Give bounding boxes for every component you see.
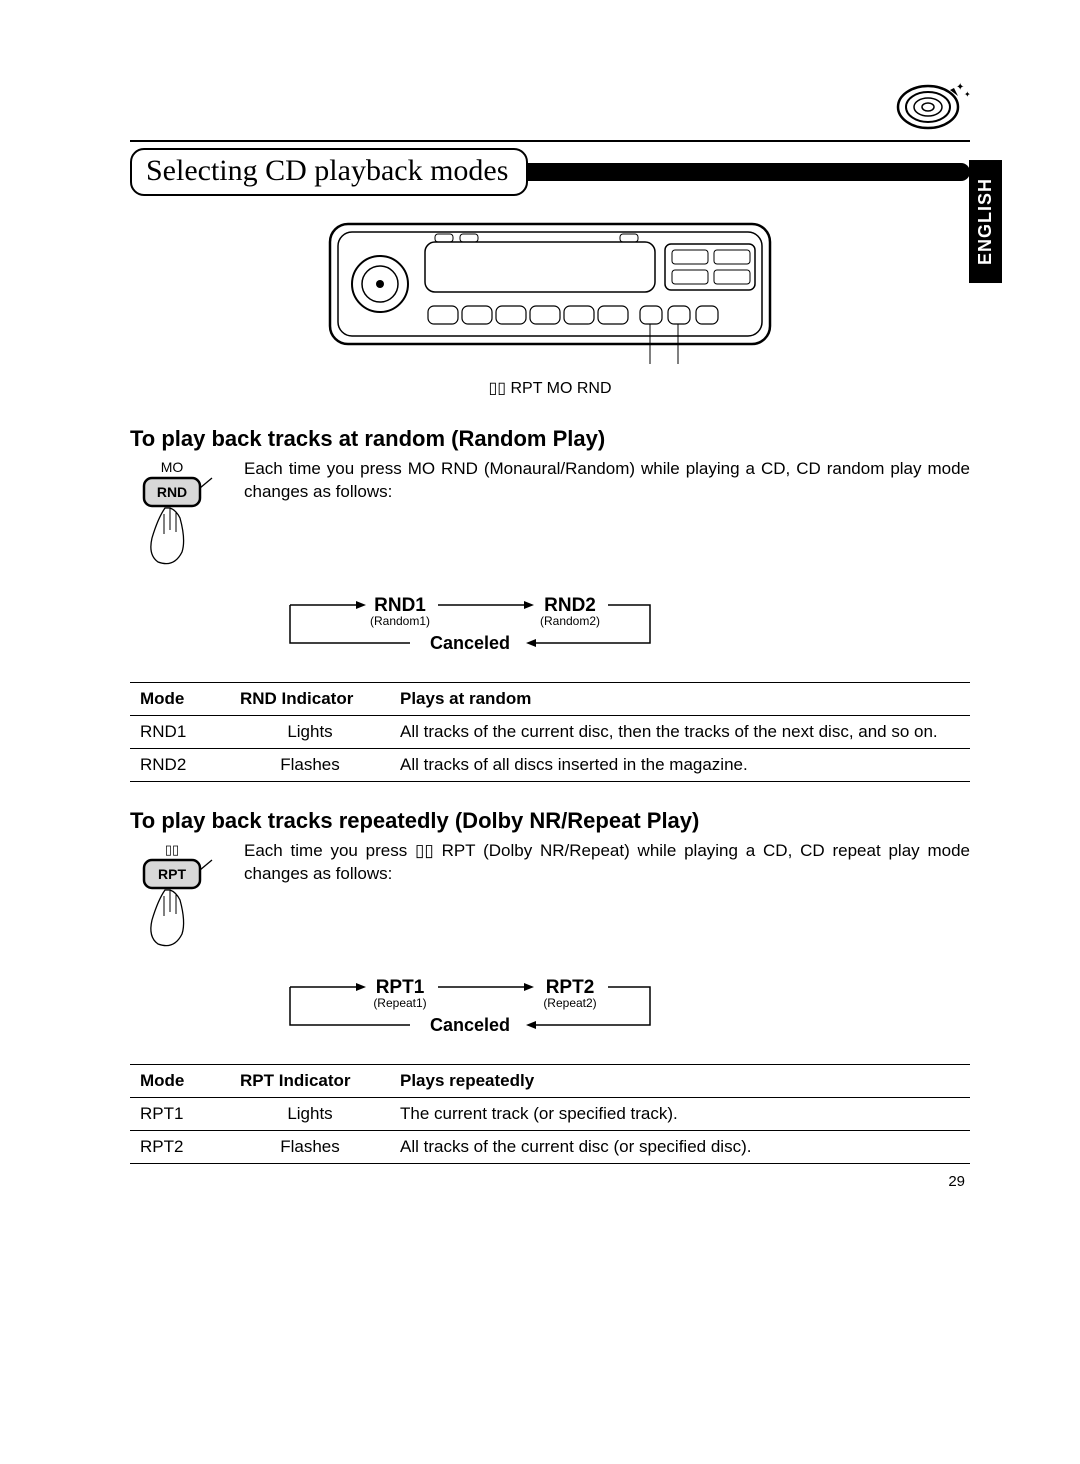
random-body-text: Each time you press MO RND (Monaural/Ran… — [244, 458, 970, 575]
rnd-th-mode: Mode — [130, 683, 230, 716]
svg-text:RPT1: RPT1 — [376, 977, 425, 998]
top-rule — [130, 140, 970, 142]
rpt-ind-1: Flashes — [230, 1131, 390, 1164]
section-title-row: Selecting CD playback modes — [130, 148, 970, 196]
rnd-th-desc: Plays at random — [390, 683, 970, 716]
section-title: Selecting CD playback modes — [130, 148, 528, 196]
rnd-desc-1: All tracks of all discs inserted in the … — [390, 749, 970, 782]
rpt-mode-1: RPT2 — [130, 1131, 230, 1164]
rpt-desc-1: All tracks of the current disc (or speci… — [390, 1131, 970, 1164]
repeat-body-text: Each time you press ▯▯ RPT (Dolby NR/Rep… — [244, 840, 970, 957]
table-row: RND2 Flashes All tracks of all discs ins… — [130, 749, 970, 782]
rnd-th-ind: RND Indicator — [230, 683, 390, 716]
rpt-desc-0: The current track (or specified track). — [390, 1098, 970, 1131]
caption-text: RPT MO RND — [511, 380, 612, 397]
stereo-caption: ▯▯ RPT MO RND — [130, 378, 970, 398]
cycle-b-sub: (Random2) — [540, 614, 600, 628]
table-row: RPT1 Lights The current track (or specif… — [130, 1098, 970, 1131]
rpt-th-ind: RPT Indicator — [230, 1065, 390, 1098]
cycle-a: RND1 — [374, 595, 426, 616]
random-body-row: MO RND Each time you press MO RND (Monau… — [130, 458, 970, 575]
svg-text:✦: ✦ — [964, 90, 970, 99]
random-heading: To play back tracks at random (Random Pl… — [130, 426, 970, 452]
table-row: RPT2 Flashes All tracks of the current d… — [130, 1131, 970, 1164]
rnd-button-illustration: MO RND — [130, 458, 230, 575]
svg-text:(Repeat1): (Repeat1) — [373, 996, 426, 1010]
random-table: Mode RND Indicator Plays at random RND1 … — [130, 682, 970, 782]
rnd-mode-1: RND2 — [130, 749, 230, 782]
rpt-th-desc: Plays repeatedly — [390, 1065, 970, 1098]
button-label-rnd: RND — [157, 484, 187, 500]
manual-page: ✦ ✦ Selecting CD playback modes ENGLISH — [0, 0, 1080, 1230]
button-label-mo: MO — [161, 460, 184, 475]
cycle-b: RND2 — [544, 595, 596, 616]
stereo-illustration — [320, 214, 780, 374]
cycle-cancel: Canceled — [430, 633, 510, 653]
cd-icon: ✦ ✦ — [894, 82, 970, 137]
rnd-ind-0: Lights — [230, 716, 390, 749]
dolby-icon: ▯▯ — [488, 380, 506, 397]
language-tab: ENGLISH — [969, 160, 1002, 283]
rpt-button-illustration: ▯▯ RPT — [130, 840, 230, 957]
button-label-rpt: RPT — [158, 866, 186, 882]
rpt-ind-0: Lights — [230, 1098, 390, 1131]
svg-text:(Repeat2): (Repeat2) — [543, 996, 596, 1010]
svg-text:RPT2: RPT2 — [546, 977, 595, 998]
repeat-table: Mode RPT Indicator Plays repeatedly RPT1… — [130, 1064, 970, 1164]
cycle-a-sub: (Random1) — [370, 614, 430, 628]
rpt-th-mode: Mode — [130, 1065, 230, 1098]
page-number: 29 — [948, 1173, 965, 1190]
repeat-body-row: ▯▯ RPT Each time you press ▯▯ RPT (Dolby… — [130, 840, 970, 957]
rnd-mode-0: RND1 — [130, 716, 230, 749]
repeat-heading: To play back tracks repeatedly (Dolby NR… — [130, 808, 970, 834]
title-bar — [520, 163, 970, 181]
rnd-desc-0: All tracks of the current disc, then the… — [390, 716, 970, 749]
repeat-cycle-diagram: RPT1 (Repeat1) RPT2 (Repeat2) Canceled — [270, 971, 970, 1046]
svg-text:Canceled: Canceled — [430, 1015, 510, 1035]
table-row: RND1 Lights All tracks of the current di… — [130, 716, 970, 749]
random-cycle-diagram: RND1 (Random1) RND2 (Random2) Canceled — [270, 589, 970, 664]
button-label-dolby: ▯▯ — [165, 842, 179, 857]
rnd-ind-1: Flashes — [230, 749, 390, 782]
rpt-mode-0: RPT1 — [130, 1098, 230, 1131]
